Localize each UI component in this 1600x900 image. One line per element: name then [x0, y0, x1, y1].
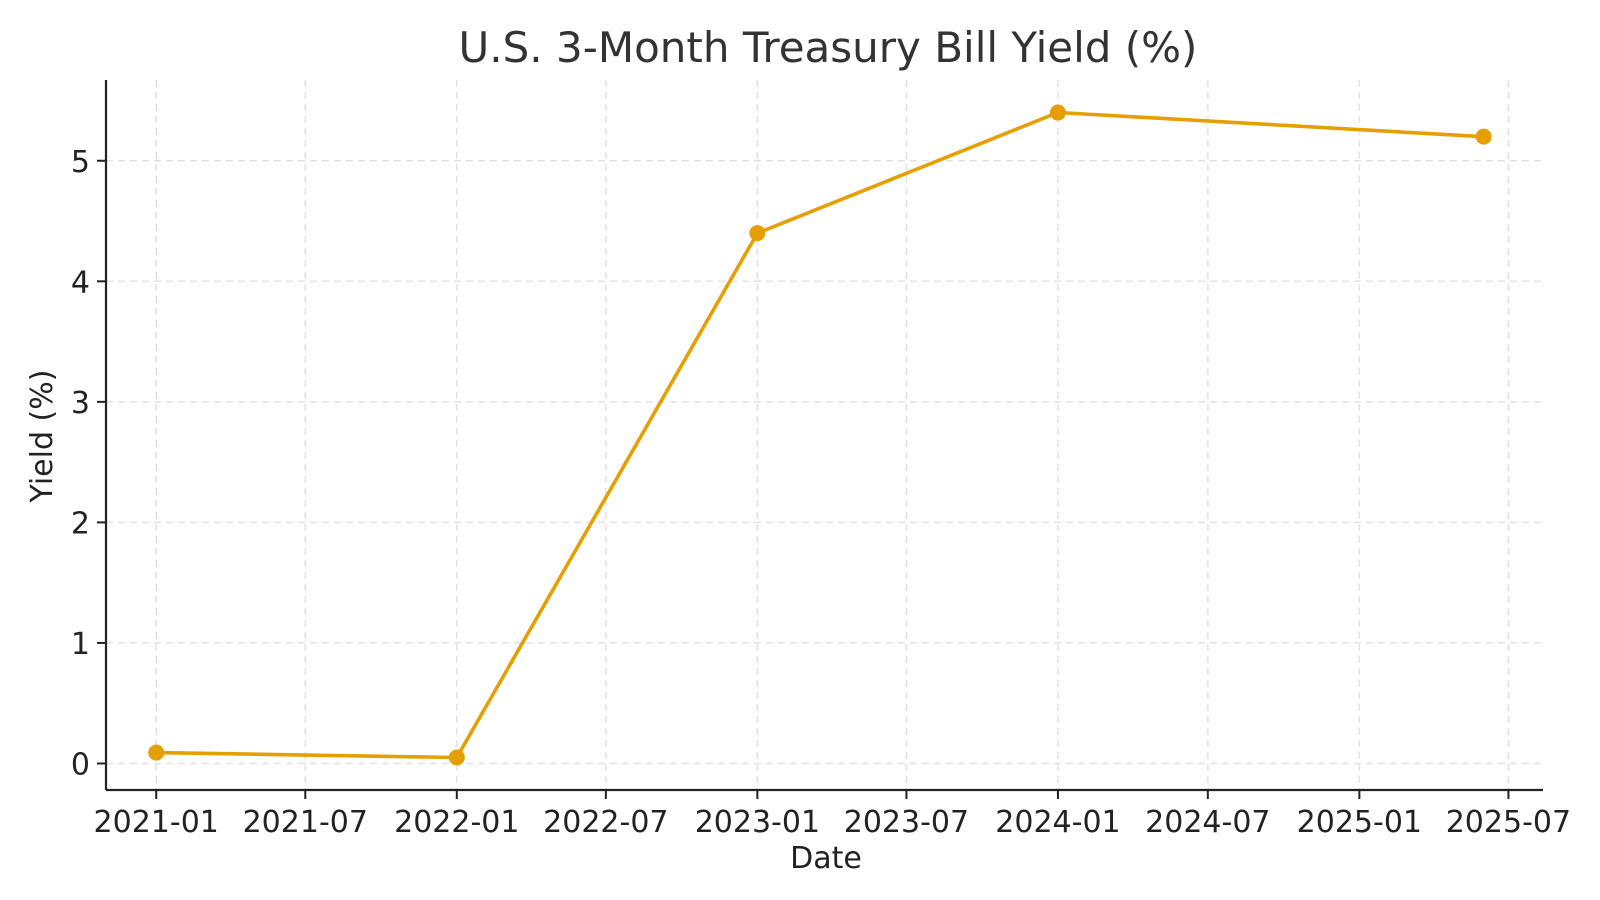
- y-tick-label: 4: [71, 265, 90, 300]
- ticks: 2021-01 2021-07 2022-01 2022-07 2023-01 2023-…: [71, 145, 1571, 840]
- x-tick-label: 2022-01: [394, 805, 519, 840]
- y-tick-label: 1: [71, 627, 90, 662]
- x-tick-label: 2025-07: [1446, 805, 1571, 840]
- grid: [106, 80, 1543, 790]
- x-tick-label: 2021-07: [243, 805, 368, 840]
- y-tick-label: 3: [71, 386, 90, 421]
- x-tick-label: 2021-01: [94, 805, 219, 840]
- x-tick-label: 2023-07: [844, 805, 969, 840]
- data-point: [148, 744, 165, 761]
- series: [148, 104, 1492, 766]
- data-point: [749, 225, 766, 242]
- y-axis-label: Yield (%): [25, 370, 60, 504]
- x-tick-label: 2022-07: [543, 805, 668, 840]
- x-tick-label: 2025-01: [1297, 805, 1422, 840]
- x-tick-label: 2023-01: [695, 805, 820, 840]
- chart-title: U.S. 3-Month Treasury Bill Yield (%): [459, 23, 1198, 72]
- y-tick-label: 5: [71, 145, 90, 180]
- data-point: [1475, 128, 1492, 145]
- x-tick-label: 2024-07: [1145, 805, 1270, 840]
- x-axis-label: Date: [790, 841, 862, 876]
- y-tick-label: 2: [71, 506, 90, 541]
- axes: [104, 80, 1543, 792]
- y-tick-label: 0: [71, 747, 90, 782]
- x-tick-label: 2024-01: [995, 805, 1120, 840]
- series-line: [154, 110, 1486, 760]
- data-point: [1049, 104, 1066, 121]
- data-point: [448, 749, 465, 766]
